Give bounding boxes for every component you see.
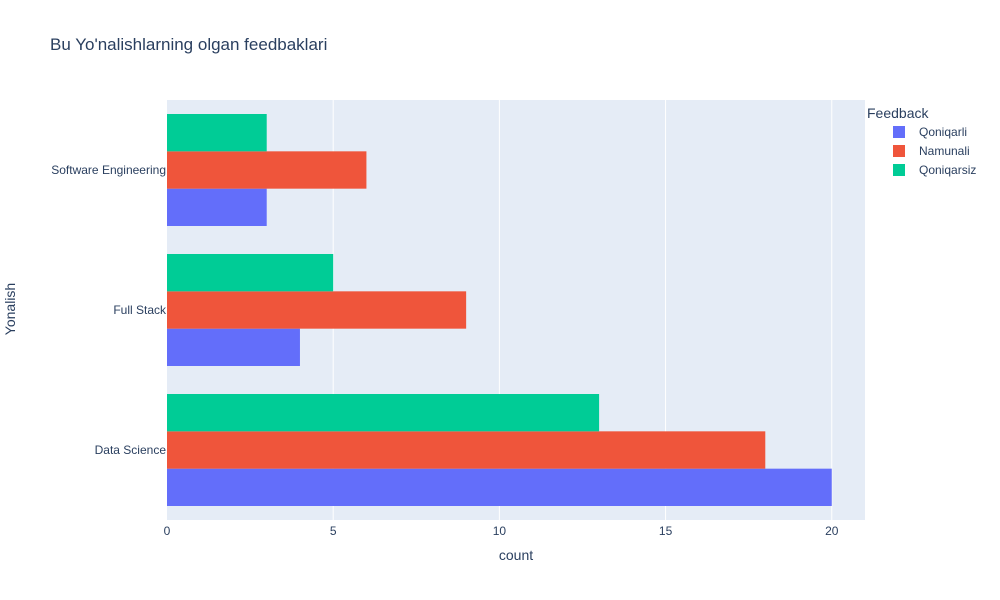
legend-swatch bbox=[893, 164, 905, 176]
y-tick-label: Full Stack bbox=[113, 303, 167, 317]
legend-swatch bbox=[893, 145, 905, 157]
x-axis-title: count bbox=[499, 547, 533, 563]
x-tick-label: 10 bbox=[493, 524, 507, 538]
legend-item-label: Qoniqarli bbox=[919, 125, 967, 139]
legend: Feedback Qoniqarli Namunali Qoniqarsiz bbox=[867, 105, 976, 177]
x-tick-label: 5 bbox=[330, 524, 337, 538]
bar bbox=[167, 114, 267, 152]
y-tick-label: Data Science bbox=[95, 443, 167, 457]
y-tick-label: Software Engineering bbox=[51, 163, 166, 177]
y-axis-title: Yonalish bbox=[2, 283, 18, 335]
bar bbox=[167, 151, 367, 189]
bar bbox=[167, 254, 334, 292]
bars bbox=[167, 114, 832, 506]
bar bbox=[167, 468, 832, 506]
bar bbox=[167, 328, 300, 366]
legend-title: Feedback bbox=[867, 105, 929, 121]
x-tick-label: 15 bbox=[659, 524, 673, 538]
bar bbox=[167, 431, 766, 469]
legend-item-label: Namunali bbox=[919, 144, 970, 158]
x-tick-label: 0 bbox=[164, 524, 171, 538]
bar bbox=[167, 394, 600, 432]
chart-title: Bu Yo'nalishlarning olgan feedbaklari bbox=[50, 35, 327, 54]
legend-swatch bbox=[893, 126, 905, 138]
x-tick-label: 20 bbox=[825, 524, 839, 538]
x-axis-ticks: 0 5 10 15 20 bbox=[164, 524, 839, 538]
y-axis-ticks: Data Science Full Stack Software Engineeri… bbox=[51, 163, 167, 457]
bar bbox=[167, 291, 467, 329]
legend-item-label: Qoniqarsiz bbox=[919, 163, 976, 177]
bar bbox=[167, 188, 267, 226]
